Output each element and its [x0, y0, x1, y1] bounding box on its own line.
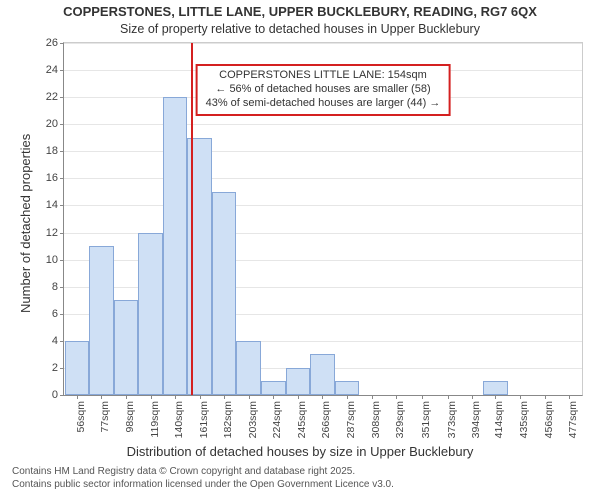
x-tick-mark — [569, 395, 570, 399]
gridline — [64, 178, 582, 179]
x-tick-label: 287sqm — [345, 401, 357, 438]
plot-area: 0246810121416182022242656sqm77sqm98sqm11… — [63, 42, 583, 396]
x-tick-label: 98sqm — [124, 401, 136, 433]
callout-line-1: COPPERSTONES LITTLE LANE: 154sqm — [206, 69, 441, 83]
callout-line-2: ← 56% of detached houses are smaller (58… — [206, 83, 441, 97]
histogram-bar — [89, 246, 114, 395]
callout-box: COPPERSTONES LITTLE LANE: 154sqm ← 56% o… — [196, 64, 451, 116]
footer-attribution: Contains HM Land Registry data © Crown c… — [12, 466, 394, 491]
y-tick-label: 0 — [52, 389, 58, 401]
y-tick-label: 6 — [52, 308, 58, 320]
x-tick-mark — [249, 395, 250, 399]
x-tick-label: 140sqm — [173, 401, 185, 438]
x-tick-mark — [472, 395, 473, 399]
x-tick-label: 477sqm — [567, 401, 579, 438]
x-tick-mark — [520, 395, 521, 399]
x-tick-label: 329sqm — [394, 401, 406, 438]
x-tick-mark — [224, 395, 225, 399]
y-tick-label: 4 — [52, 335, 58, 347]
reference-line — [191, 43, 193, 395]
x-tick-label: 245sqm — [296, 401, 308, 438]
x-tick-mark — [151, 395, 152, 399]
histogram-bar — [483, 381, 508, 395]
x-tick-label: 394sqm — [470, 401, 482, 438]
x-axis-label: Distribution of detached houses by size … — [0, 444, 600, 459]
x-tick-label: 456sqm — [543, 401, 555, 438]
x-tick-mark — [322, 395, 323, 399]
x-tick-mark — [77, 395, 78, 399]
y-tick-label: 12 — [46, 227, 58, 239]
callout-line-3: 43% of semi-detached houses are larger (… — [206, 97, 441, 111]
y-axis-label: Number of detached properties — [18, 134, 33, 313]
x-tick-label: 435sqm — [518, 401, 530, 438]
x-tick-label: 77sqm — [99, 401, 111, 433]
x-tick-label: 182sqm — [222, 401, 234, 438]
x-tick-label: 373sqm — [446, 401, 458, 438]
gridline — [64, 205, 582, 206]
y-tick-label: 10 — [46, 254, 58, 266]
x-tick-label: 308sqm — [370, 401, 382, 438]
y-tick-label: 2 — [52, 362, 58, 374]
x-tick-mark — [422, 395, 423, 399]
x-tick-mark — [545, 395, 546, 399]
x-tick-label: 414sqm — [493, 401, 505, 438]
x-tick-label: 351sqm — [420, 401, 432, 438]
x-tick-label: 266sqm — [320, 401, 332, 438]
x-tick-mark — [396, 395, 397, 399]
x-tick-mark — [298, 395, 299, 399]
x-tick-mark — [200, 395, 201, 399]
y-tick-label: 20 — [46, 118, 58, 130]
y-tick-label: 18 — [46, 145, 58, 157]
histogram-bar — [138, 233, 163, 395]
x-tick-label: 161sqm — [198, 401, 210, 438]
gridline — [64, 151, 582, 152]
x-tick-mark — [495, 395, 496, 399]
histogram-bar — [310, 354, 335, 395]
x-tick-label: 119sqm — [149, 401, 161, 438]
gridline — [64, 124, 582, 125]
y-tick-label: 26 — [46, 37, 58, 49]
footer-line-2: Contains public sector information licen… — [12, 479, 394, 492]
y-tick-label: 8 — [52, 281, 58, 293]
histogram-bar — [261, 381, 286, 395]
x-tick-mark — [273, 395, 274, 399]
gridline — [64, 43, 582, 44]
histogram-bar — [114, 300, 139, 395]
y-tick-label: 14 — [46, 199, 58, 211]
x-tick-mark — [372, 395, 373, 399]
x-tick-mark — [126, 395, 127, 399]
histogram-bar — [335, 381, 360, 395]
histogram-bar — [65, 341, 90, 395]
x-tick-label: 56sqm — [75, 401, 87, 433]
x-tick-mark — [175, 395, 176, 399]
footer-line-1: Contains HM Land Registry data © Crown c… — [12, 466, 394, 479]
y-tick-label: 16 — [46, 172, 58, 184]
x-tick-mark — [347, 395, 348, 399]
x-tick-label: 224sqm — [271, 401, 283, 438]
histogram-bar — [286, 368, 311, 395]
histogram-bar — [163, 97, 188, 395]
chart-title-main: COPPERSTONES, LITTLE LANE, UPPER BUCKLEB… — [0, 4, 600, 19]
x-tick-mark — [101, 395, 102, 399]
chart-title-sub: Size of property relative to detached ho… — [0, 22, 600, 36]
y-tick-label: 22 — [46, 91, 58, 103]
x-tick-label: 203sqm — [247, 401, 259, 438]
y-tick-label: 24 — [46, 64, 58, 76]
histogram-bar — [212, 192, 237, 395]
histogram-bar — [236, 341, 261, 395]
x-tick-mark — [448, 395, 449, 399]
